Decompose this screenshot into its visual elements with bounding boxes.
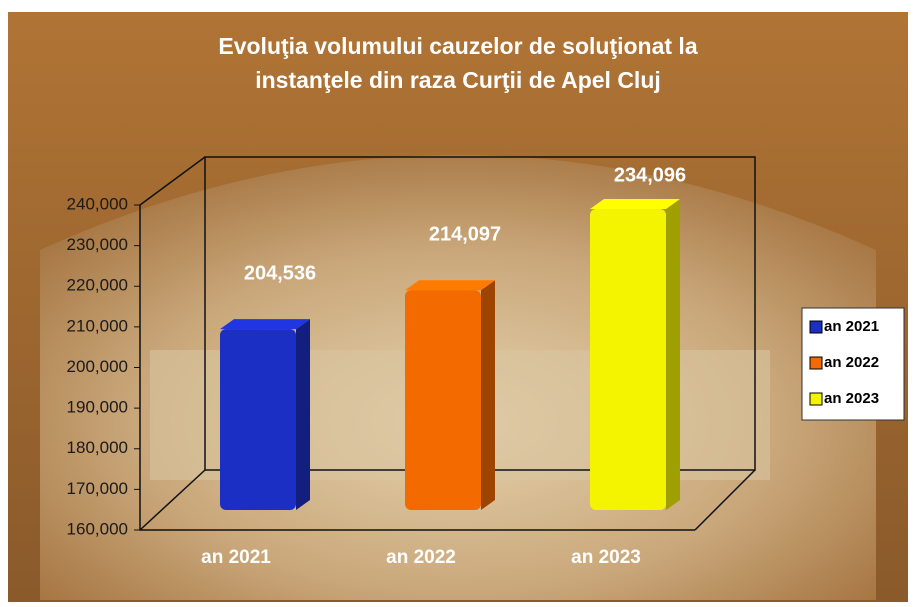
- bar-side: [666, 198, 680, 511]
- bar: [590, 208, 666, 511]
- bar-side: [296, 319, 310, 510]
- y-tick-label: 240,000: [67, 194, 128, 213]
- y-tick-label: 170,000: [67, 479, 128, 498]
- x-tick-label: an 2022: [386, 547, 456, 568]
- legend-label: an 2021: [824, 318, 879, 335]
- legend-swatch: [809, 356, 823, 370]
- legend-swatch: [809, 320, 823, 334]
- bar-side: [481, 280, 495, 510]
- value-label: 204,536: [244, 262, 316, 284]
- legend-label: an 2022: [824, 354, 879, 371]
- legend-swatch: [809, 392, 823, 406]
- y-tick-label: 230,000: [67, 235, 128, 254]
- bar-top: [590, 198, 680, 209]
- y-tick-label: 200,000: [67, 357, 128, 376]
- y-tick-label: 210,000: [67, 316, 128, 335]
- value-label: 234,096: [614, 164, 686, 186]
- chart-title: instanţele din raza Curţii de Apel Cluj: [255, 67, 661, 93]
- legend-label: an 2023: [824, 390, 879, 407]
- bar: [405, 290, 481, 510]
- x-tick-label: an 2023: [571, 547, 641, 568]
- value-label: 214,097: [429, 224, 501, 246]
- y-tick-label: 190,000: [67, 398, 128, 417]
- bar-top: [405, 280, 495, 291]
- x-tick-label: an 2021: [201, 547, 271, 568]
- bar-top: [220, 319, 310, 330]
- y-tick-label: 160,000: [67, 519, 128, 538]
- y-tick-label: 220,000: [67, 276, 128, 295]
- bar: [220, 329, 296, 510]
- y-tick-label: 180,000: [67, 438, 128, 457]
- chart-title: Evoluţia volumului cauzelor de soluţiona…: [218, 33, 697, 59]
